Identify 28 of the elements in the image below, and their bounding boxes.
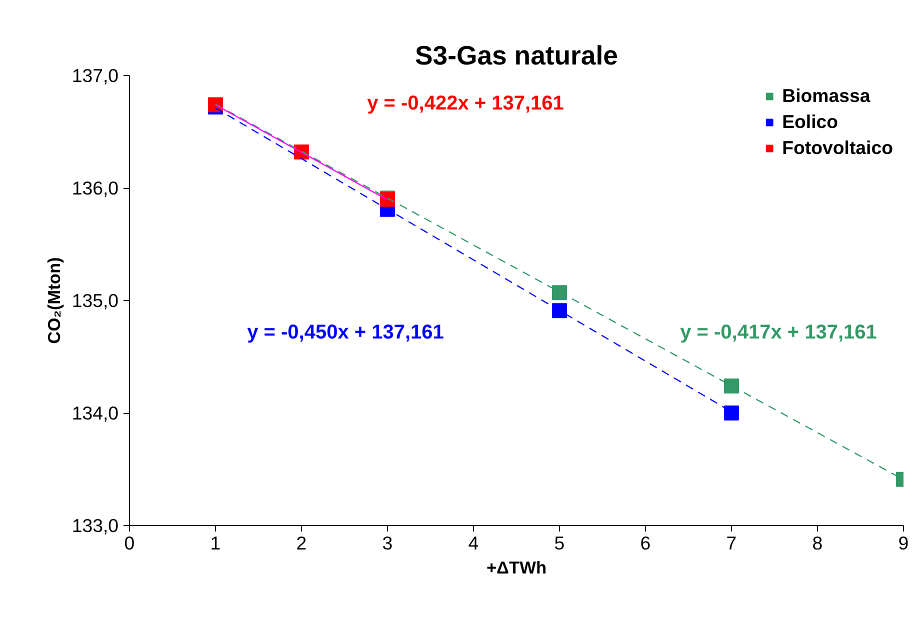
y-tick-label: 135,0 [72,290,118,311]
x-axis-title: +ΔTWh [486,558,547,578]
point [552,285,567,300]
x-tick-label: 7 [726,532,737,554]
y-axis-title: CO₂(Mton) [44,257,64,344]
y-tick-label: 137,0 [72,65,118,86]
point [724,406,739,420]
point [552,303,567,318]
legend-label: Eolico [782,111,838,133]
x-tick-label: 3 [382,532,393,554]
chart-title: S3-Gas naturale [415,40,618,70]
y-tick-label: 134,0 [72,402,118,424]
point [724,378,739,394]
legend-label: Biomassa [782,85,870,107]
x-tick-label: 4 [468,532,479,554]
x-tick-label: 8 [812,532,823,554]
annotation: y = -0,450x + 137,161 [247,322,444,344]
legend-label: Fotovoltaico [782,137,893,159]
x-tick-label: 1 [210,532,221,554]
y-tick-label: 133,0 [72,515,118,536]
x-tick-label: 9 [898,532,909,554]
x-tick-label: 2 [296,532,307,554]
x-tick-label: 6 [640,532,651,554]
x-tick-label: 5 [554,532,565,554]
y-tick-label: 136,0 [72,178,118,198]
x-tick-label: 0 [124,532,135,554]
annotation: y = -0,417x + 137,161 [680,322,877,344]
annotation: y = -0,422x + 137,161 [367,92,564,114]
